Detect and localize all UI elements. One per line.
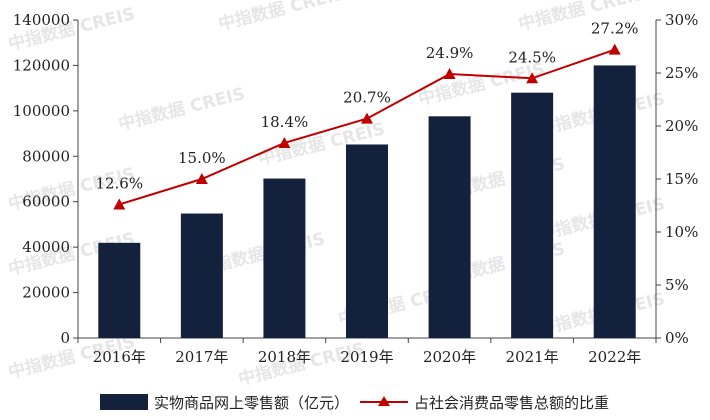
line-point-triangle-icon — [608, 43, 621, 55]
left-y-axis: 0 20000 40000 60000 80000 100000 120000 140000 — [13, 11, 79, 347]
right-y-axis: 0% 5% 10% 15% 20% 25% 30% — [655, 11, 698, 347]
x-tick-label: 2020年 — [423, 348, 476, 366]
line-data-label: 20.7% — [343, 89, 391, 107]
line-point-triangle-icon — [443, 68, 456, 80]
bar — [263, 178, 306, 338]
left-tick-label: 80000 — [22, 147, 70, 165]
legend-triangle-marker-icon — [378, 396, 390, 406]
line-point-triangle-icon — [278, 136, 291, 148]
bar — [180, 213, 223, 338]
bar — [511, 92, 554, 338]
left-tick-label: 20000 — [22, 284, 70, 302]
bar — [428, 116, 471, 339]
line-data-label: 24.9% — [426, 44, 474, 62]
left-tick-label: 140000 — [13, 11, 70, 29]
left-tick-label: 40000 — [22, 238, 70, 256]
line-data-label: 27.2% — [591, 20, 639, 38]
left-tick-label: 100000 — [13, 102, 70, 120]
line-data-label: 18.4% — [261, 113, 309, 131]
bar — [346, 144, 388, 338]
x-axis: 2016年 2017年 2018年 2019年 2020年 2021年 2022年 — [77, 337, 657, 366]
line-point-triangle-icon — [361, 112, 373, 124]
watermark-text: 中指数据 CREIS — [116, 83, 247, 135]
line-data-label: 15.0% — [178, 149, 226, 167]
line-data-labels: 12.6% 15.0% 18.4% 20.7% 24.9% 24.5% 27.2% — [95, 20, 638, 193]
x-tick-label: 2016年 — [93, 348, 146, 366]
line-data-label: 24.5% — [508, 48, 556, 66]
watermark-text: 中指数据 CREIS — [216, 0, 347, 35]
legend: 实物商品网上零售额（亿元） 占社会消费品零售总额的比重 — [100, 394, 609, 412]
x-tick-label: 2022年 — [588, 348, 641, 366]
legend-bar-label: 实物商品网上零售额（亿元） — [154, 394, 349, 412]
bar — [593, 65, 636, 338]
right-tick-label: 5% — [665, 276, 689, 294]
bar-series — [98, 65, 636, 339]
line-point-triangle-icon — [113, 198, 126, 210]
bar — [98, 242, 141, 338]
line-point-triangle-icon — [195, 173, 208, 184]
x-tick-label: 2019年 — [340, 348, 393, 366]
legend-line-label: 占社会消费品零售总额的比重 — [414, 394, 609, 412]
right-tick-label: 20% — [665, 117, 698, 135]
legend-bar-swatch — [100, 394, 148, 410]
x-tick-label: 2018年 — [258, 348, 311, 366]
right-tick-label: 10% — [665, 223, 698, 241]
x-tick-label: 2017年 — [175, 348, 228, 366]
right-tick-label: 30% — [665, 11, 698, 29]
left-tick-label: 120000 — [13, 56, 70, 74]
line-series — [113, 43, 621, 210]
line-point-triangle-icon — [526, 72, 539, 84]
right-tick-label: 25% — [665, 64, 698, 82]
left-tick-label: 0 — [60, 329, 70, 347]
right-tick-label: 0% — [665, 329, 689, 347]
line-data-label: 12.6% — [95, 174, 143, 192]
right-tick-label: 15% — [665, 170, 698, 188]
left-tick-label: 60000 — [22, 193, 70, 211]
x-tick-label: 2021年 — [506, 348, 559, 366]
